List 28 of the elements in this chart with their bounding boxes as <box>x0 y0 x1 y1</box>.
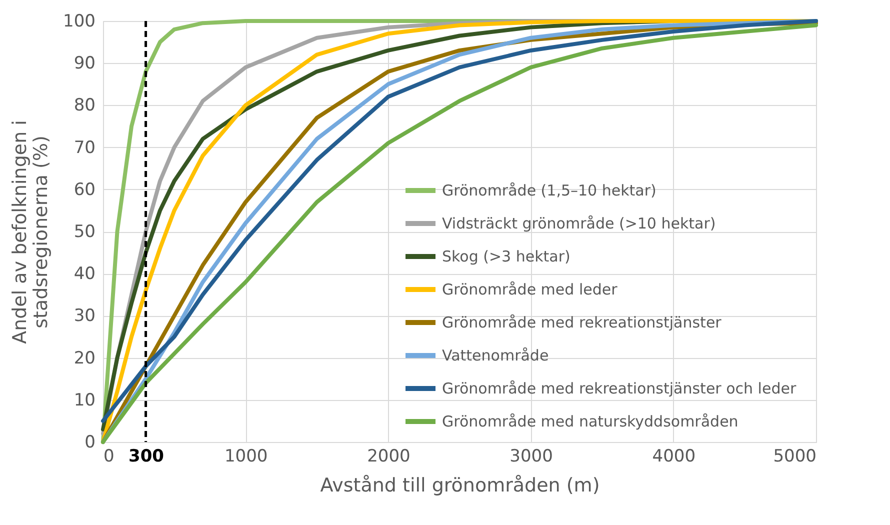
legend-label: Grönområde (1,5–10 hektar) <box>442 182 656 200</box>
x-tick-label: 4000 <box>652 446 696 466</box>
y-tick-label: 60 <box>74 180 96 200</box>
x-tick-label: 300 <box>128 446 164 466</box>
legend-label: Vattenområde <box>442 346 549 364</box>
x-tick-label: 0 <box>104 446 114 466</box>
y-axis-title: Andel av befolkningen i stadsregionerna (%) <box>9 120 52 344</box>
legend-label: Grönområde med rekreationstjänster och leder <box>442 380 797 398</box>
y-tick-label: 80 <box>74 96 96 116</box>
y-tick-label: 10 <box>74 390 96 410</box>
legend-label: Skog (>3 hektar) <box>442 248 570 266</box>
x-tick-label: 3000 <box>510 446 553 466</box>
y-tick-label: 100 <box>63 12 96 32</box>
legend-label: Grönområde med naturskyddsområden <box>442 412 738 430</box>
y-tick-label: 20 <box>74 348 96 368</box>
x-tick-label: 2000 <box>367 446 410 466</box>
x-tick-label: 5000 <box>773 446 816 466</box>
y-tick-label: 30 <box>74 306 96 326</box>
legend-label: Grönområde med leder <box>442 280 618 298</box>
x-tick-label: 1000 <box>224 446 268 466</box>
y-tick-label: 0 <box>84 432 96 452</box>
legend-label: Grönområde med rekreationstjänster <box>442 314 722 332</box>
y-tick-label: 70 <box>74 138 96 158</box>
y-tick-label: 90 <box>74 54 96 74</box>
y-tick-label: 50 <box>74 222 96 242</box>
legend-label: Vidsträckt grönområde (>10 hektar) <box>442 214 716 232</box>
y-tick-label: 40 <box>74 264 96 284</box>
x-axis-title: Avstånd till grönområden (m) <box>320 474 600 496</box>
